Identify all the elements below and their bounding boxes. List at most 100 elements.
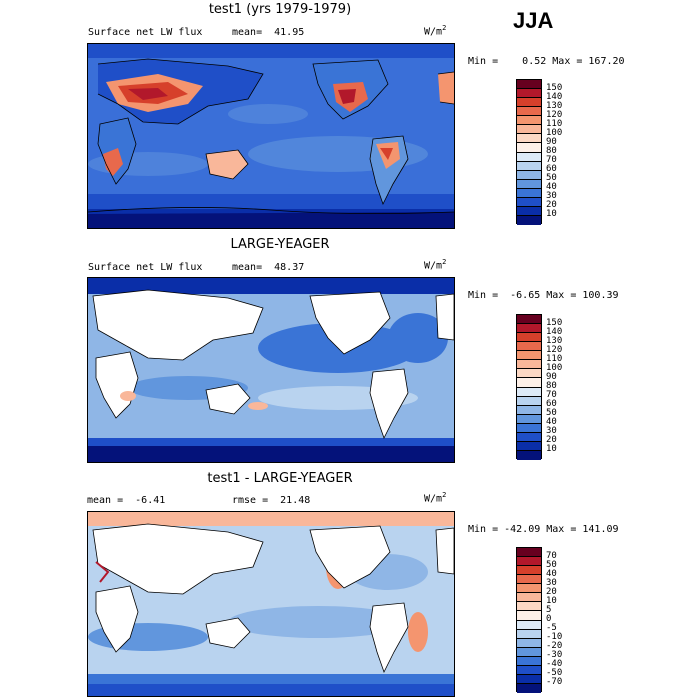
colorbar-swatch <box>517 143 541 153</box>
colorbar-label: 30 <box>546 191 557 202</box>
colorbar-swatch <box>517 107 541 117</box>
colorbar-swatch <box>517 647 541 657</box>
colorbar-swatch <box>517 215 541 225</box>
colorbar-label: 10 <box>546 444 557 455</box>
colorbar-swatch <box>517 629 541 639</box>
colorbar-label: 150 <box>546 317 563 328</box>
colorbar-label: 80 <box>546 146 557 156</box>
colorbar-label: 110 <box>546 118 563 129</box>
colorbar-swatch <box>517 387 541 397</box>
colorbar-label: 50 <box>546 408 557 419</box>
colorbar-swatch <box>517 620 541 630</box>
colorbar-label: 130 <box>546 100 563 111</box>
colorbar-label: -5 <box>546 623 557 634</box>
colorbar-label: 60 <box>546 399 557 410</box>
colorbar-swatch <box>517 566 541 576</box>
panel3-rmse: rmse = 21.48 <box>232 495 311 506</box>
colorbar-label: -50 <box>546 668 563 679</box>
colorbar-label: 70 <box>546 390 557 401</box>
colorbar-label: 140 <box>546 326 563 337</box>
colorbar-label: 40 <box>546 417 557 428</box>
colorbar-label: 40 <box>546 182 557 193</box>
colorbar-label: 150 <box>546 82 563 93</box>
panel2-mean: mean= 48.37 <box>232 262 305 273</box>
colorbar-label: -40 <box>546 659 563 670</box>
colorbar-swatch <box>517 396 541 406</box>
colorbar-label: 30 <box>546 577 557 588</box>
colorbar-swatch <box>517 450 541 460</box>
colorbar-label: 20 <box>546 586 557 597</box>
colorbar-label: -10 <box>546 632 563 643</box>
colorbar-label: 100 <box>546 127 563 138</box>
colorbar-swatch <box>517 602 541 612</box>
colorbar-swatch <box>517 134 541 144</box>
colorbar-label: 10 <box>546 595 557 606</box>
panel1-minmax: Min = 0.52 Max = 167.20 <box>468 56 625 67</box>
colorbar-swatch <box>517 89 541 99</box>
colorbar-swatch <box>517 197 541 207</box>
colorbar-label: -20 <box>546 641 563 652</box>
colorbar-label: 90 <box>546 371 557 382</box>
colorbar-swatch <box>517 593 541 603</box>
colorbar-label: 70 <box>546 155 557 166</box>
panel3-minmax: Min = -42.09 Max = 141.09 <box>468 524 619 535</box>
colorbar-swatch <box>517 170 541 180</box>
panel3-map <box>87 511 455 697</box>
colorbar-label: 40 <box>546 568 557 579</box>
panel2-colorbar-swatches <box>517 315 541 460</box>
colorbar-label: 120 <box>546 344 563 355</box>
colorbar-swatch <box>517 324 541 334</box>
panel1-mean: mean= 41.95 <box>232 27 305 38</box>
colorbar-swatch <box>517 378 541 388</box>
colorbar-swatch <box>517 315 541 325</box>
panel2-colorbar <box>516 314 542 460</box>
colorbar-label: 30 <box>546 426 557 437</box>
colorbar-label: 100 <box>546 362 563 373</box>
panel3-colorbar <box>516 547 542 693</box>
colorbar-label: 5 <box>546 604 552 615</box>
colorbar-swatch <box>517 206 541 216</box>
colorbar-swatch <box>517 575 541 585</box>
panel2-map <box>87 277 455 463</box>
colorbar-swatch <box>517 116 541 126</box>
colorbar-swatch <box>517 665 541 675</box>
panel1-units: W/m2 <box>424 24 447 38</box>
colorbar-swatch <box>517 188 541 198</box>
colorbar-swatch <box>517 611 541 621</box>
colorbar-swatch <box>517 161 541 171</box>
colorbar-label: 80 <box>546 381 557 391</box>
colorbar-swatch <box>517 441 541 451</box>
colorbar-swatch <box>517 179 541 189</box>
colorbar-swatch <box>517 674 541 684</box>
panel1-colorbar-swatches <box>517 80 541 225</box>
colorbar-swatch <box>517 683 541 693</box>
colorbar-swatch <box>517 414 541 424</box>
colorbar-label: 140 <box>546 91 563 102</box>
colorbar-swatch <box>517 557 541 567</box>
panel2-title: LARGE-YEAGER <box>230 237 330 252</box>
panel3-units: W/m2 <box>424 491 447 505</box>
colorbar-swatch <box>517 369 541 379</box>
colorbar-swatch <box>517 638 541 648</box>
colorbar-swatch <box>517 360 541 370</box>
colorbar-swatch <box>517 405 541 415</box>
colorbar-label: -70 <box>546 677 563 688</box>
panel1-title: test1 (yrs 1979-1979) <box>208 2 352 17</box>
colorbar-label: 130 <box>546 335 563 346</box>
panel2-minmax: Min = -6.65 Max = 100.39 <box>468 290 619 301</box>
colorbar-label: 20 <box>546 435 557 446</box>
colorbar-swatch <box>517 80 541 90</box>
colorbar-label: 50 <box>546 559 557 570</box>
colorbar-swatch <box>517 432 541 442</box>
colorbar-swatch <box>517 125 541 135</box>
colorbar-swatch <box>517 342 541 352</box>
colorbar-label: 20 <box>546 200 557 211</box>
panel1-field-label: Surface net LW flux <box>88 27 203 38</box>
panel3-title: test1 - LARGE-YEAGER <box>207 471 353 486</box>
colorbar-label: 90 <box>546 136 557 147</box>
colorbar-swatch <box>517 351 541 361</box>
colorbar-swatch <box>517 423 541 433</box>
colorbar-label: 50 <box>546 173 557 184</box>
panel1-map <box>87 43 455 229</box>
colorbar-swatch <box>517 98 541 108</box>
